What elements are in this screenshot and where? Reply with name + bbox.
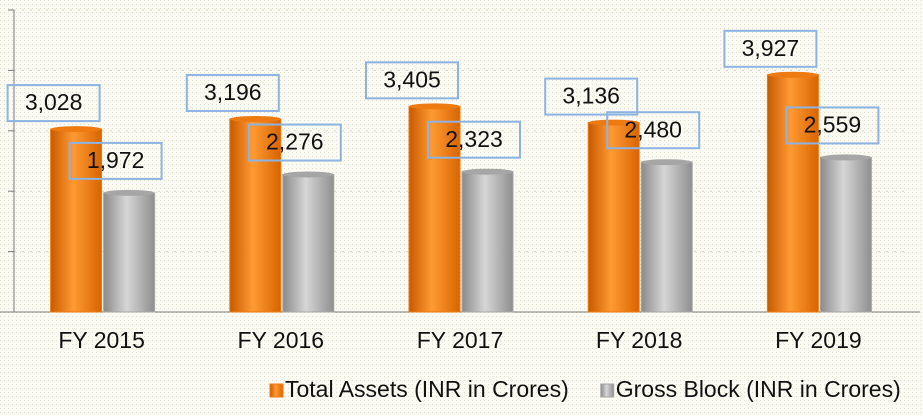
value-label: 3,136	[562, 83, 620, 109]
bar	[461, 171, 514, 313]
bar	[50, 128, 103, 313]
bar-top	[462, 168, 513, 175]
value-label: 2,276	[266, 129, 324, 155]
value-label: 2,559	[804, 112, 862, 138]
x-tick-label: FY 2016	[238, 327, 325, 353]
value-label: 2,323	[445, 126, 503, 152]
bar-top	[50, 126, 102, 133]
bar-top	[767, 71, 819, 78]
value-label: 3,405	[383, 66, 441, 92]
bar	[587, 122, 640, 313]
value-label: 1,972	[87, 147, 145, 173]
value-label: 2,480	[624, 116, 682, 142]
bar	[819, 156, 872, 313]
x-tick-label: FY 2019	[775, 327, 862, 353]
bar	[766, 74, 819, 313]
bar-top	[588, 119, 640, 126]
bar-top	[820, 154, 872, 161]
bar-top	[641, 159, 693, 166]
bar	[103, 192, 156, 313]
bar	[229, 118, 282, 313]
value-label-box	[247, 123, 342, 162]
value-label-box	[365, 61, 459, 100]
value-label-box	[723, 29, 818, 68]
bar-top	[409, 103, 460, 110]
value-label-box	[427, 120, 521, 159]
bar	[282, 174, 335, 313]
bar-top	[229, 115, 281, 122]
value-label-box	[785, 106, 880, 145]
value-label: 3,927	[742, 35, 800, 61]
legend-label: Total Assets (INR in Crores)	[285, 376, 569, 402]
x-tick-label: FY 2018	[596, 327, 683, 353]
value-label: 3,028	[25, 89, 83, 115]
value-label-box	[185, 73, 280, 112]
bar	[408, 105, 461, 313]
legend-swatch	[269, 383, 284, 398]
bar-top	[103, 189, 155, 196]
value-label-box	[68, 141, 163, 180]
x-tick-label: FY 2015	[58, 327, 145, 353]
bar	[640, 161, 693, 313]
legend-label: Gross Block (INR in Crores)	[616, 376, 901, 402]
legend-swatch	[600, 383, 615, 398]
value-label-box	[544, 77, 639, 116]
value-label-box	[606, 111, 701, 150]
x-tick-label: FY 2017	[417, 327, 504, 353]
value-label: 3,196	[204, 79, 262, 105]
bar-top	[282, 171, 334, 178]
value-label-box	[6, 84, 101, 123]
